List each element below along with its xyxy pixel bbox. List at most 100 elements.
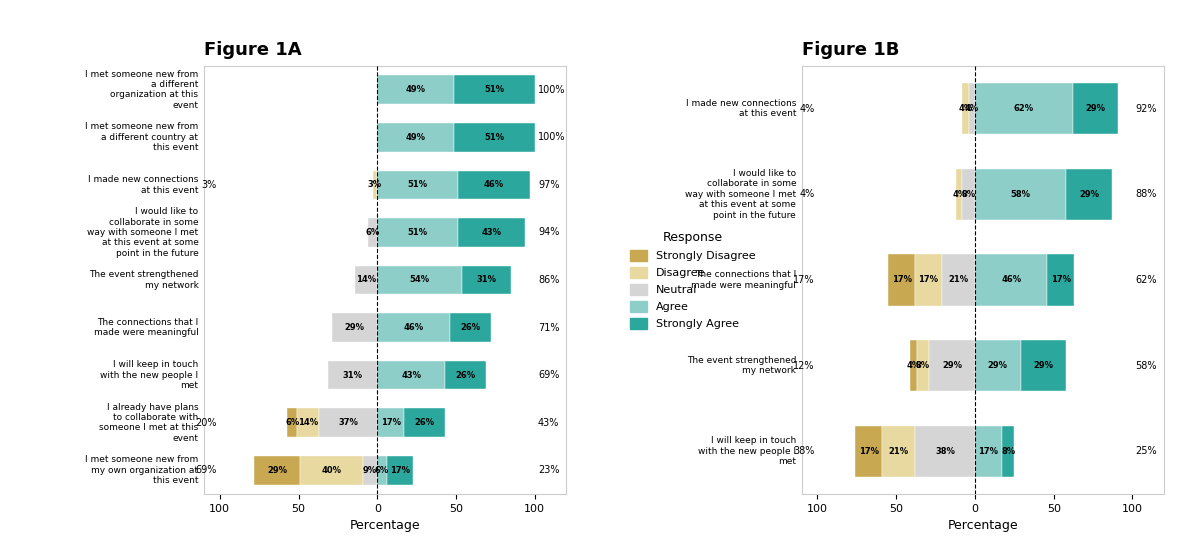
Text: 29%: 29% xyxy=(344,323,365,332)
Bar xyxy=(319,408,377,437)
Text: 6%: 6% xyxy=(366,228,379,237)
Bar xyxy=(974,425,1002,477)
Text: 17%: 17% xyxy=(918,276,938,284)
Bar xyxy=(888,254,916,306)
Text: 4%: 4% xyxy=(799,104,815,114)
Bar xyxy=(974,254,1048,306)
Bar xyxy=(254,456,300,485)
Text: 4%: 4% xyxy=(906,361,920,370)
Bar xyxy=(929,340,974,391)
Bar xyxy=(445,361,486,389)
Text: 43%: 43% xyxy=(538,418,559,428)
Text: 29%: 29% xyxy=(268,466,287,475)
Bar xyxy=(916,425,974,477)
Text: 17%: 17% xyxy=(380,418,401,427)
Bar xyxy=(300,456,364,485)
Bar xyxy=(377,456,386,485)
Bar xyxy=(916,254,942,306)
Bar xyxy=(377,218,457,247)
Bar xyxy=(457,218,526,247)
Text: 4%: 4% xyxy=(965,104,979,113)
Text: 97%: 97% xyxy=(538,180,559,190)
Bar xyxy=(386,456,414,485)
Text: Figure 1A: Figure 1A xyxy=(204,41,301,59)
Text: 62%: 62% xyxy=(1014,104,1034,113)
Bar xyxy=(331,313,377,342)
Bar xyxy=(1067,169,1112,220)
Bar xyxy=(882,425,916,477)
Bar xyxy=(462,266,511,294)
Text: 51%: 51% xyxy=(485,85,505,94)
Text: 21%: 21% xyxy=(888,447,908,456)
Text: 29%: 29% xyxy=(988,361,1008,370)
Text: 37%: 37% xyxy=(338,418,358,427)
Bar xyxy=(329,361,377,389)
Bar xyxy=(1002,425,1014,477)
Text: 17%: 17% xyxy=(793,275,815,285)
Text: 4%: 4% xyxy=(952,190,966,199)
Text: 3%: 3% xyxy=(202,180,217,190)
Text: 31%: 31% xyxy=(476,276,497,284)
Bar xyxy=(377,266,462,294)
Bar xyxy=(404,408,445,437)
Text: 14%: 14% xyxy=(298,418,318,427)
Text: 26%: 26% xyxy=(460,323,480,332)
Bar xyxy=(455,75,535,104)
Text: 8%: 8% xyxy=(961,190,976,199)
Bar xyxy=(856,425,882,477)
Bar xyxy=(974,340,1021,391)
Bar xyxy=(450,313,491,342)
Text: 92%: 92% xyxy=(1135,104,1157,114)
Text: 29%: 29% xyxy=(942,361,962,370)
Bar xyxy=(377,171,457,199)
Bar xyxy=(364,456,377,485)
Text: 17%: 17% xyxy=(859,447,878,456)
Bar xyxy=(377,313,450,342)
Bar xyxy=(962,83,968,135)
Bar xyxy=(377,408,404,437)
Bar xyxy=(1073,83,1118,135)
Text: 43%: 43% xyxy=(481,228,502,237)
Bar xyxy=(288,408,296,437)
Text: 8%: 8% xyxy=(1001,447,1015,456)
Text: 69%: 69% xyxy=(538,370,559,380)
Text: 6%: 6% xyxy=(286,418,299,427)
Text: 49%: 49% xyxy=(406,85,426,94)
Text: 29%: 29% xyxy=(1079,190,1099,199)
Bar xyxy=(974,83,1073,135)
Bar xyxy=(956,169,962,220)
Bar xyxy=(377,361,445,389)
Text: 51%: 51% xyxy=(485,133,505,142)
Text: 69%: 69% xyxy=(196,466,217,475)
Text: 94%: 94% xyxy=(538,227,559,237)
Text: 71%: 71% xyxy=(538,323,559,333)
Text: 43%: 43% xyxy=(401,371,421,380)
Text: 46%: 46% xyxy=(403,323,424,332)
Text: 21%: 21% xyxy=(948,276,968,284)
Bar xyxy=(296,408,319,437)
Bar xyxy=(355,266,377,294)
Text: 31%: 31% xyxy=(343,371,362,380)
Bar xyxy=(372,171,377,199)
Bar xyxy=(942,254,974,306)
Text: 29%: 29% xyxy=(1033,361,1054,370)
Text: 38%: 38% xyxy=(935,447,955,456)
Text: 17%: 17% xyxy=(1051,276,1070,284)
Text: 8%: 8% xyxy=(916,361,930,370)
Bar xyxy=(974,169,1067,220)
Text: 4%: 4% xyxy=(799,189,815,199)
Bar xyxy=(1048,254,1074,306)
Bar xyxy=(368,218,377,247)
Bar xyxy=(377,75,455,104)
Text: 51%: 51% xyxy=(407,228,427,237)
Bar xyxy=(1021,340,1067,391)
Text: 6%: 6% xyxy=(374,466,389,475)
X-axis label: Percentage: Percentage xyxy=(948,519,1018,533)
Legend: Strongly Disagree, Disagree, Neutral, Agree, Strongly Agree: Strongly Disagree, Disagree, Neutral, Ag… xyxy=(626,227,760,333)
Text: 46%: 46% xyxy=(1001,276,1021,284)
Text: 51%: 51% xyxy=(407,180,427,189)
Text: 4%: 4% xyxy=(959,104,973,113)
Text: Figure 1B: Figure 1B xyxy=(802,41,899,59)
Text: 54%: 54% xyxy=(409,276,430,284)
Text: 12%: 12% xyxy=(793,361,815,371)
